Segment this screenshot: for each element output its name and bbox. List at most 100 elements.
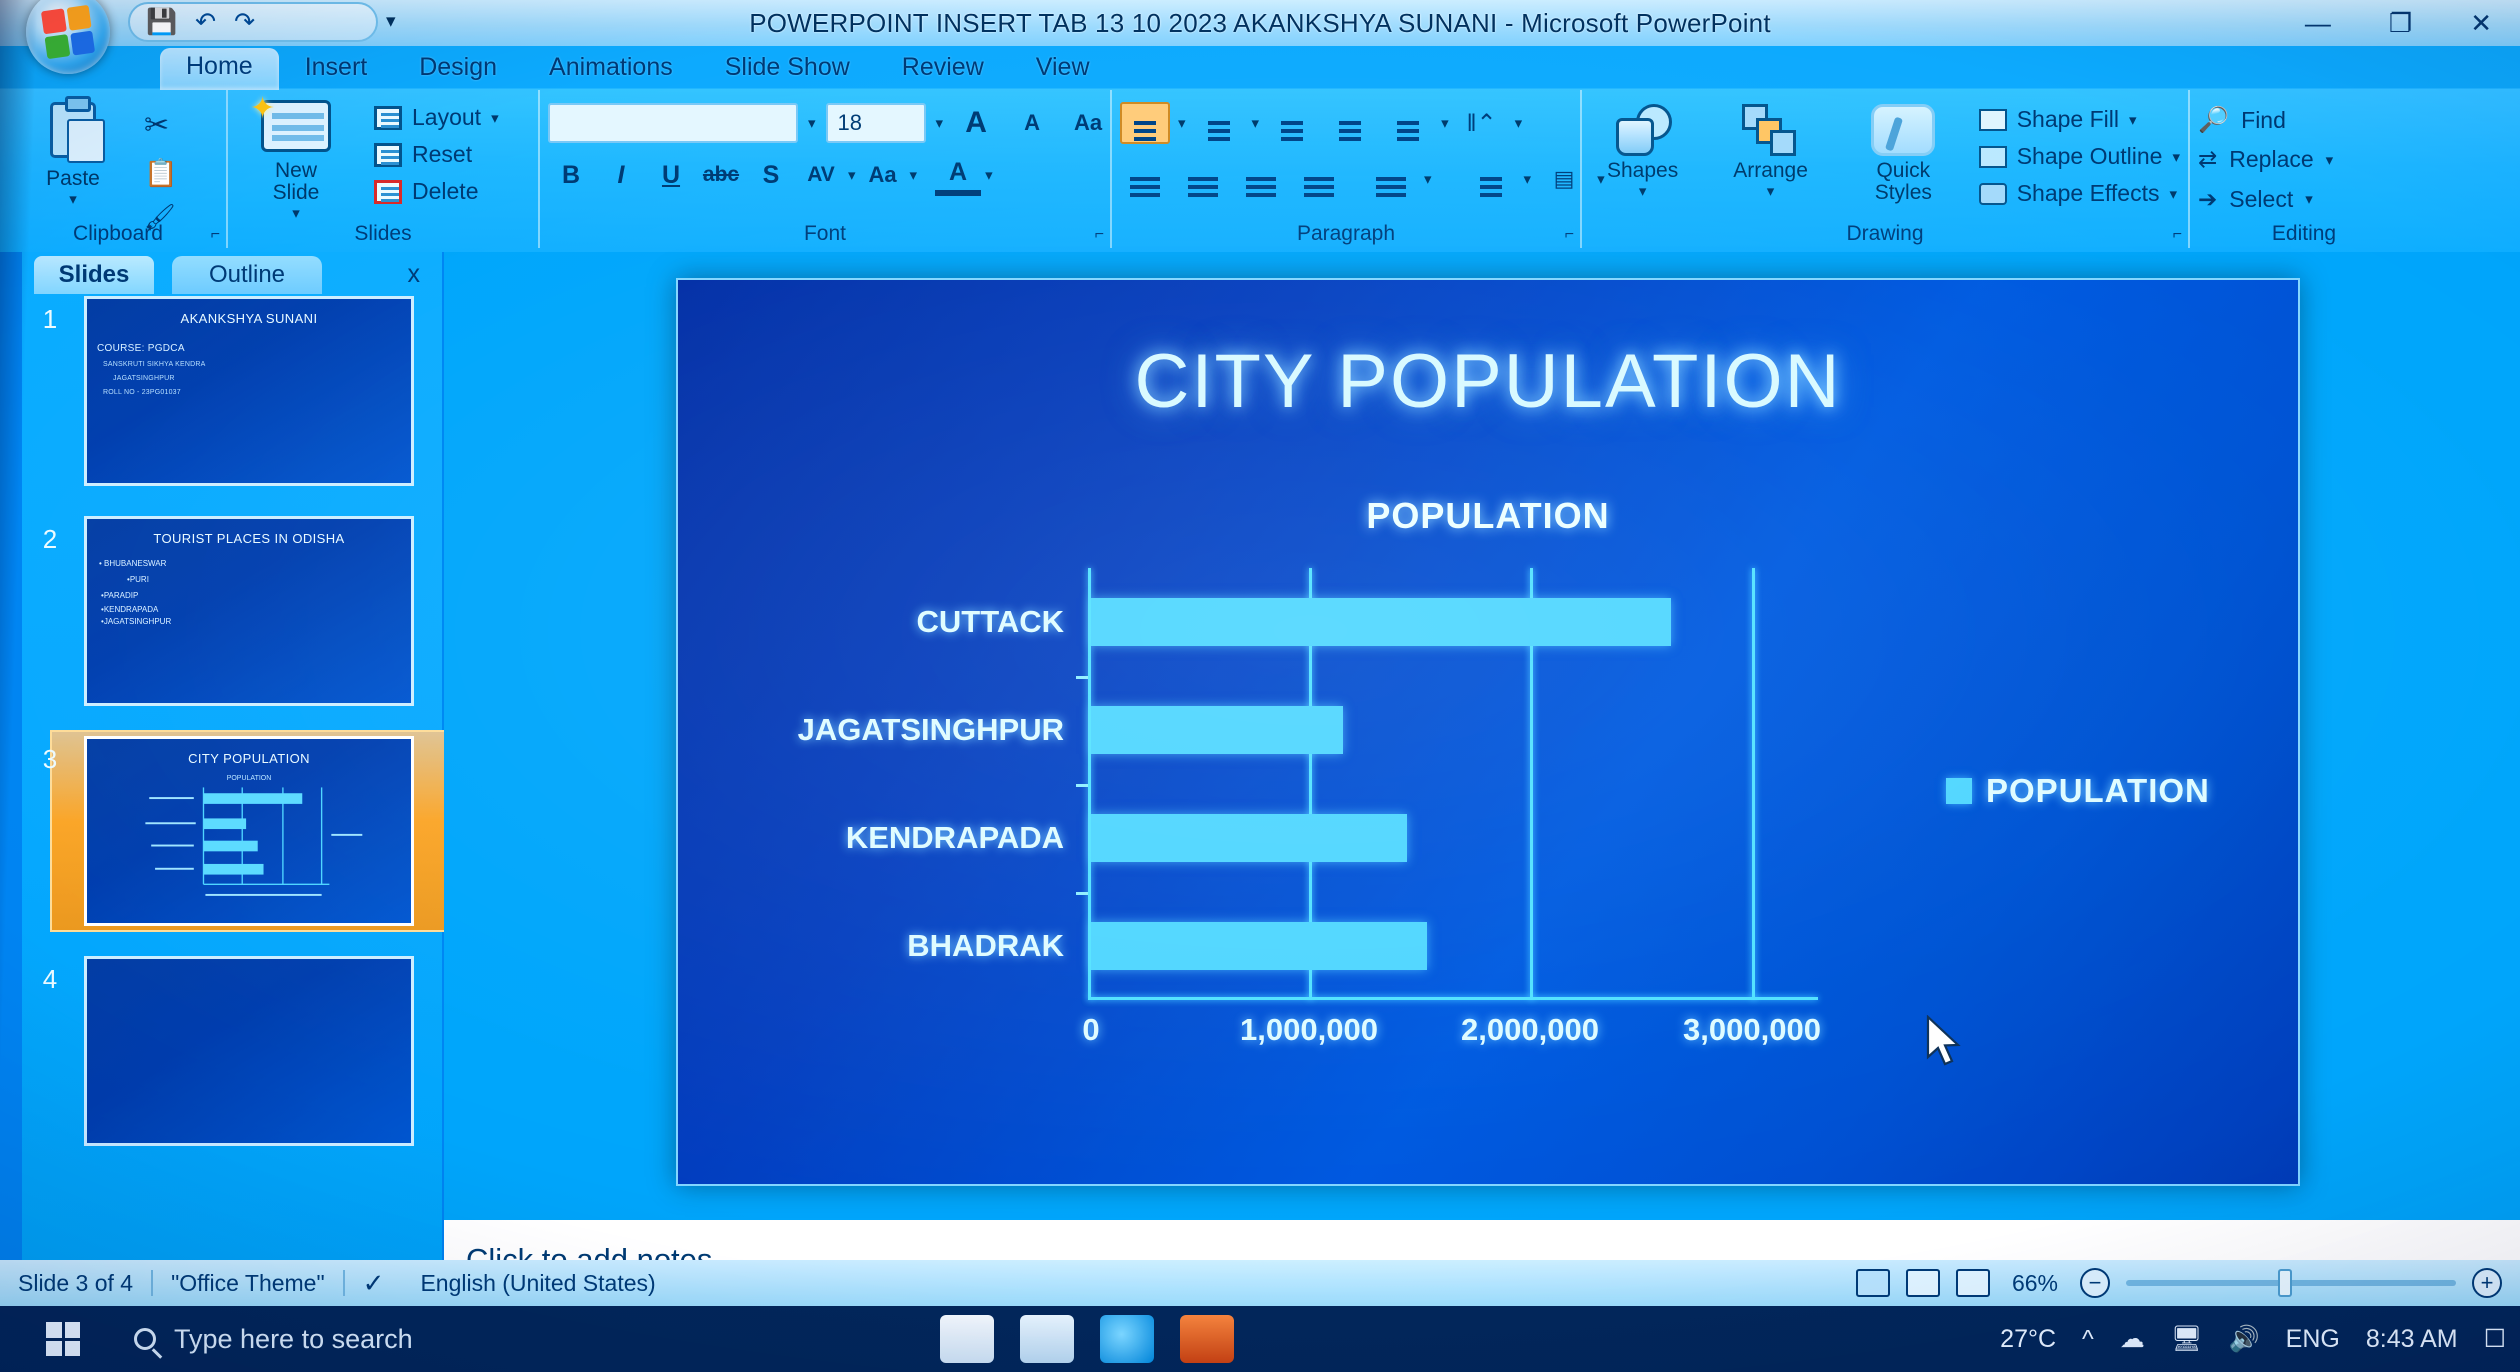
restore-button[interactable]: ❐ — [2388, 8, 2413, 38]
align-right-icon[interactable] — [1236, 158, 1286, 200]
taskbar-search[interactable]: Type here to search — [134, 1324, 413, 1355]
font-dialog-launcher[interactable]: ⌐ — [1094, 226, 1104, 243]
text-direction-caret-icon[interactable]: ▾ — [1514, 115, 1523, 132]
tab-view[interactable]: View — [1035, 53, 1090, 81]
thumbnail-item-3[interactable]: 3 CITY POPULATION POPULATION — [22, 730, 450, 932]
drawing-dialog-launcher[interactable]: ⌐ — [2172, 226, 2182, 243]
windows-start-icon[interactable] — [46, 1322, 80, 1356]
new-slide-caret-icon[interactable]: ▾ — [292, 205, 300, 223]
align-text-icon[interactable] — [1466, 158, 1516, 200]
slide-title[interactable]: CITY POPULATION — [1134, 339, 1842, 424]
replace-caret-icon[interactable]: ▾ — [2325, 151, 2334, 169]
bullets-caret-icon[interactable]: ▾ — [1178, 115, 1186, 132]
office-button[interactable] — [26, 0, 110, 74]
tab-slide-show[interactable]: Slide Show — [724, 53, 850, 81]
language-indicator[interactable]: ENG — [2285, 1324, 2340, 1353]
shape-effects-caret-icon[interactable]: ▾ — [2169, 185, 2178, 203]
network-icon[interactable]: 🖥 — [2170, 1324, 2203, 1353]
shape-fill-caret-icon[interactable]: ▾ — [2128, 111, 2137, 129]
chart-legend[interactable]: POPULATION — [1946, 772, 2210, 810]
tab-slides[interactable]: Slides — [34, 256, 154, 294]
zoom-in-button[interactable]: + — [2472, 1268, 2502, 1298]
save-icon[interactable]: 💾 — [146, 7, 178, 36]
font-name-input[interactable] — [548, 103, 798, 143]
theme-label[interactable]: "Office Theme" — [171, 1269, 325, 1296]
shape-effects-button[interactable]: Shape Effects ▾ — [1978, 180, 2180, 207]
undo-icon[interactable]: ↶ — [195, 8, 217, 36]
italic-button[interactable]: I — [617, 160, 625, 189]
tab-outline[interactable]: Outline — [172, 256, 322, 294]
close-panel-icon[interactable]: x — [407, 260, 421, 288]
redo-icon[interactable]: ↷ — [234, 8, 256, 36]
center-icon[interactable] — [1178, 158, 1228, 200]
bold-button[interactable]: B — [561, 160, 581, 189]
select-button[interactable]: ➔ Select ▾ — [2198, 183, 2313, 216]
character-spacing-button[interactable]: AV — [807, 163, 835, 186]
underline-button[interactable]: U — [661, 160, 681, 189]
select-caret-icon[interactable]: ▾ — [2305, 191, 2313, 209]
slide-sorter-icon[interactable] — [1905, 1269, 1940, 1297]
character-spacing-caret-icon[interactable]: ▾ — [848, 167, 856, 184]
font-color-caret-icon[interactable]: ▾ — [985, 167, 993, 184]
paragraph-dialog-launcher[interactable]: ⌐ — [1564, 226, 1574, 243]
thumbnail-item-4[interactable]: 4 — [22, 956, 442, 1150]
font-color-button[interactable]: A — [935, 154, 982, 196]
shrink-font-icon[interactable]: A — [1024, 110, 1040, 135]
quick-styles-button[interactable]: Quick Styles — [1846, 104, 1961, 204]
clear-formatting-icon[interactable]: Aa — [1074, 110, 1103, 135]
edge-icon[interactable] — [1100, 1315, 1154, 1363]
font-size-input[interactable]: 18 — [825, 103, 926, 143]
normal-view-icon[interactable] — [1855, 1269, 1890, 1297]
smartart-icon[interactable]: ▤ — [1553, 166, 1575, 191]
line-spacing-caret-icon[interactable]: ▾ — [1441, 115, 1449, 132]
store-icon[interactable] — [1020, 1315, 1074, 1363]
zoom-slider-handle[interactable] — [2278, 1269, 2292, 1297]
columns-caret-icon[interactable]: ▾ — [1424, 171, 1432, 188]
show-hidden-icons-icon[interactable]: ^ — [2082, 1324, 2094, 1353]
font-size-caret-icon[interactable]: ▾ — [935, 115, 944, 132]
minimize-button[interactable]: — — [2304, 8, 2331, 38]
copy-icon[interactable]: 📋 — [144, 158, 178, 188]
slide-editor[interactable]: CITY POPULATION POPULATION CUTTACK J — [676, 278, 2300, 1186]
decrease-indent-icon[interactable] — [1267, 102, 1317, 144]
layout-caret-icon[interactable]: ▾ — [491, 109, 499, 127]
slide-show-icon[interactable] — [1955, 1269, 1990, 1297]
arrange-button[interactable]: Arrange ▾ — [1713, 104, 1828, 200]
cut-icon[interactable]: ✂ — [144, 109, 170, 142]
increase-indent-icon[interactable] — [1325, 102, 1375, 144]
zoom-slider[interactable] — [2126, 1269, 2456, 1297]
paste-button[interactable]: Paste ▾ — [18, 96, 128, 208]
notifications-icon[interactable]: ☐ — [2483, 1325, 2506, 1353]
change-case-caret-icon[interactable]: ▾ — [909, 167, 918, 184]
chart-title[interactable]: POPULATION — [1366, 495, 1610, 536]
numbering-icon[interactable] — [1194, 102, 1244, 144]
taskbar-clock[interactable]: 8:43 AM — [2366, 1326, 2458, 1353]
language-label[interactable]: English (United States) — [420, 1269, 656, 1296]
shape-fill-button[interactable]: Shape Fill ▾ — [1978, 106, 2180, 133]
shapes-caret-icon[interactable]: ▾ — [1638, 183, 1647, 201]
tab-home[interactable]: Home — [160, 48, 279, 90]
reset-button[interactable]: Reset — [374, 141, 499, 168]
zoom-out-button[interactable]: − — [2080, 1268, 2110, 1298]
tab-animations[interactable]: Animations — [549, 53, 673, 81]
align-text-caret-icon[interactable]: ▾ — [1523, 171, 1532, 188]
find-button[interactable]: 🔎 Find — [2198, 104, 2286, 137]
grow-font-icon[interactable]: A — [965, 106, 987, 139]
zoom-level-label[interactable]: 66% — [2011, 1269, 2058, 1296]
align-left-icon[interactable] — [1120, 158, 1170, 200]
thumbnail-item-2[interactable]: 2 TOURIST PLACES IN ODISHA • BHUBANESWAR… — [22, 516, 442, 710]
bullets-icon[interactable] — [1120, 102, 1170, 144]
qat-customize-icon[interactable]: ▾ — [386, 11, 396, 32]
layout-button[interactable]: Layout ▾ — [374, 104, 499, 131]
new-slide-button[interactable]: ✦ New Slide ▾ — [236, 92, 356, 223]
delete-button[interactable]: Delete — [374, 178, 499, 205]
chart-bar-kendrapada[interactable] — [1091, 814, 1407, 862]
tab-design[interactable]: Design — [419, 53, 498, 81]
change-case-button[interactable]: Aa — [868, 162, 897, 187]
columns-icon[interactable] — [1366, 158, 1416, 200]
shape-outline-button[interactable]: Shape Outline ▾ — [1978, 143, 2180, 170]
chart-bar-cuttack[interactable] — [1091, 598, 1671, 646]
smartart-caret-icon[interactable]: ▾ — [1597, 171, 1605, 188]
clipboard-dialog-launcher[interactable]: ⌐ — [210, 226, 220, 243]
volume-icon[interactable]: 🔊 — [2228, 1324, 2260, 1353]
